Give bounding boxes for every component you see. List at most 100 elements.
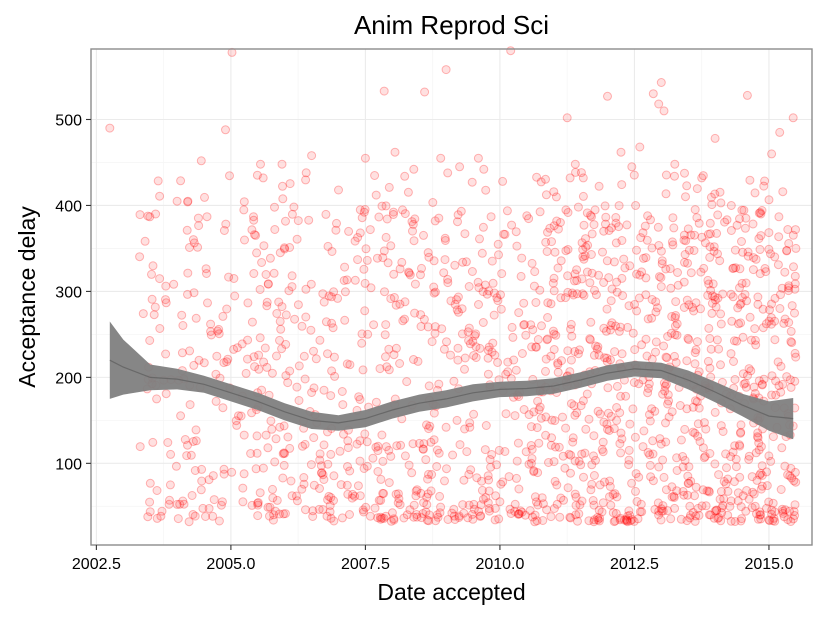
data-point [733, 496, 743, 506]
data-point [431, 516, 441, 526]
data-point [190, 466, 200, 475]
data-point [612, 277, 622, 287]
data-point [496, 304, 506, 314]
data-point [481, 185, 491, 195]
data-point [786, 382, 796, 392]
data-point [743, 251, 753, 261]
data-point [651, 307, 661, 317]
data-point [581, 234, 590, 244]
data-point [775, 127, 785, 137]
data-point [569, 290, 578, 300]
data-point [373, 446, 383, 456]
data-point [614, 222, 624, 232]
data-point [577, 274, 587, 284]
data-point [512, 473, 521, 483]
data-point [747, 503, 757, 513]
data-point [470, 331, 480, 341]
data-point [703, 290, 713, 300]
data-point [615, 515, 625, 525]
data-point [279, 448, 289, 458]
data-point [253, 498, 263, 508]
data-point [430, 322, 440, 332]
data-point [657, 504, 666, 514]
data-point [658, 501, 668, 511]
data-point [434, 379, 444, 389]
data-point [214, 516, 224, 526]
data-point [541, 430, 551, 440]
data-point [661, 379, 671, 389]
data-point [359, 507, 369, 517]
data-point [183, 440, 192, 450]
data-point [626, 516, 635, 526]
data-point [617, 273, 627, 283]
data-point [729, 336, 739, 346]
data-point [561, 293, 570, 303]
data-point [197, 476, 207, 486]
data-point [426, 437, 436, 447]
data-point [548, 278, 558, 288]
data-point [343, 443, 353, 453]
data-point [252, 170, 262, 180]
data-point [667, 312, 677, 321]
data-point [250, 230, 259, 240]
data-point [467, 177, 477, 187]
data-point [782, 245, 792, 255]
data-point [377, 201, 387, 211]
data-point [690, 230, 699, 240]
data-point [460, 229, 470, 239]
data-point [433, 512, 443, 522]
data-point [329, 287, 339, 297]
data-point [766, 456, 776, 466]
data-point [471, 353, 481, 362]
data-point [616, 322, 625, 332]
data-point [267, 424, 277, 434]
data-point [359, 207, 369, 217]
data-point [597, 507, 607, 517]
data-point [212, 351, 222, 361]
y-tick-label: 300 [55, 284, 82, 301]
data-point [679, 230, 689, 240]
data-point [543, 298, 553, 308]
data-point [740, 378, 750, 388]
data-point [202, 212, 212, 222]
data-point [247, 225, 257, 235]
data-point [732, 336, 742, 346]
data-point [498, 176, 508, 186]
data-point [182, 225, 192, 235]
data-point [455, 162, 465, 172]
data-point [340, 315, 350, 325]
data-point [634, 472, 644, 482]
data-point [400, 297, 410, 307]
data-point [672, 330, 682, 340]
data-point [776, 387, 786, 397]
data-point [769, 513, 779, 523]
data-point [332, 218, 341, 228]
data-point [219, 469, 229, 479]
data-point [715, 256, 725, 266]
data-point [719, 477, 729, 486]
data-point [739, 205, 749, 215]
chart-title: Anim Reprod Sci [354, 10, 549, 40]
data-point [705, 229, 715, 239]
data-point [516, 506, 526, 516]
data-point [541, 354, 551, 364]
data-point [494, 250, 503, 260]
data-point [711, 302, 721, 312]
data-point [706, 285, 716, 295]
data-point [533, 500, 543, 510]
data-point [309, 383, 319, 393]
data-point [510, 506, 520, 516]
data-point [601, 326, 611, 336]
data-point [704, 486, 714, 496]
data-point [267, 368, 277, 378]
data-point [185, 400, 195, 410]
data-point [277, 344, 287, 354]
data-point [311, 354, 321, 364]
data-point [790, 284, 800, 294]
data-point [526, 441, 536, 450]
data-point [194, 221, 204, 231]
data-point [726, 452, 736, 462]
data-point [756, 468, 766, 478]
data-point [620, 263, 630, 273]
